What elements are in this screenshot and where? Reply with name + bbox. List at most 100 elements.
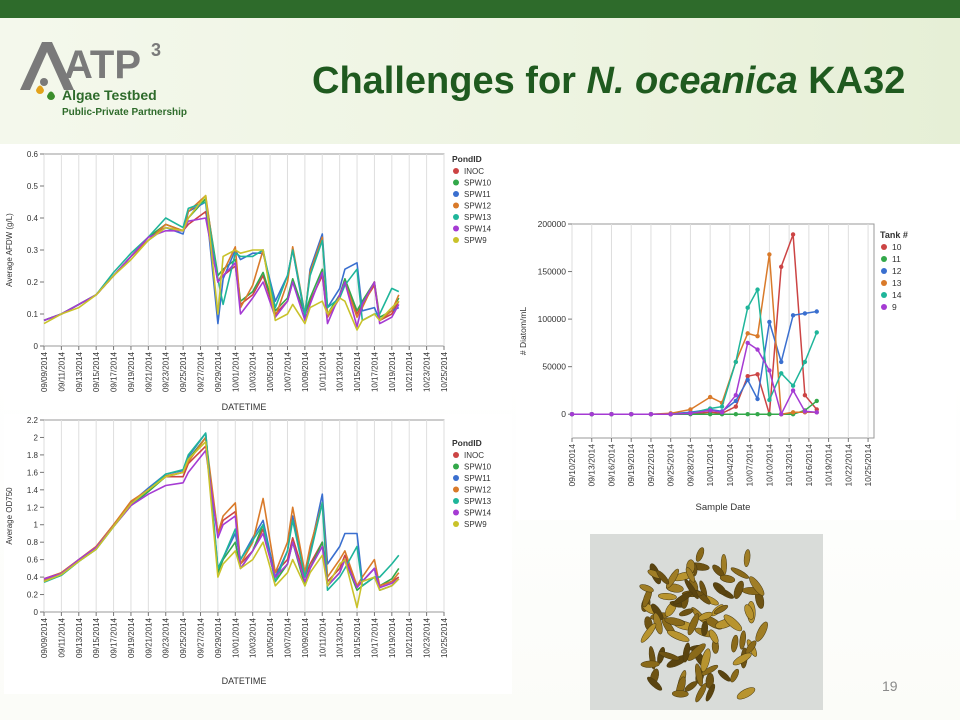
y-axis-title: # Diatom/mL [518, 307, 528, 355]
x-tick-label: 10/09/2014 [301, 351, 310, 392]
x-axis-title: Sample Date [696, 502, 751, 513]
legend-title: PondID [452, 154, 482, 164]
data-point [755, 372, 760, 377]
data-point [707, 412, 713, 417]
x-tick-label: 10/05/2014 [266, 617, 275, 658]
y-tick-label: 1.8 [27, 451, 39, 460]
x-tick-label: 09/27/2014 [197, 351, 206, 392]
legend-title: PondID [452, 438, 482, 448]
diatom-microscope-photo [590, 534, 823, 710]
x-tick-label: 09/19/2014 [127, 617, 136, 658]
data-point [733, 398, 739, 404]
x-tick-label: 10/25/2014 [440, 617, 449, 658]
x-tick-label: 10/11/2014 [318, 351, 327, 391]
data-point [790, 383, 796, 388]
data-point [755, 396, 760, 402]
data-point [668, 412, 673, 417]
x-tick-label: 10/19/2014 [824, 444, 834, 487]
diatom-count-line-chart: 0 50000 100000 150000 200000 09/10/2014 09/13/… [516, 214, 956, 520]
diatom-cell [671, 690, 689, 698]
legend-title: Tank # [880, 230, 908, 240]
y-tick-label: 50000 [542, 362, 566, 372]
x-tick-label: 10/01/2014 [231, 351, 240, 392]
legend-label: 11 [892, 254, 901, 264]
x-tick-label: 09/17/2014 [110, 351, 119, 392]
legend-swatch [453, 214, 459, 220]
data-point [814, 309, 819, 314]
x-tick-label: 09/23/2014 [162, 351, 171, 392]
data-point [779, 264, 784, 269]
diatom-cell [739, 630, 746, 650]
top-accent-bar [0, 0, 960, 18]
diatom-cell [658, 651, 680, 661]
diatom-cell [665, 568, 680, 589]
diatom-cell [755, 621, 768, 642]
legend-swatch [453, 168, 459, 174]
x-tick-label: 10/15/2014 [353, 617, 362, 658]
legend-swatch [453, 225, 459, 232]
x-tick-label: 10/07/2014 [745, 444, 755, 487]
data-point [779, 412, 784, 417]
x-tick-label: 10/04/2014 [725, 444, 735, 487]
x-tick-label: 10/21/2014 [405, 617, 414, 658]
data-point [790, 313, 796, 318]
y-axis-title: Average OD750 [5, 487, 14, 545]
diatom-cell [713, 604, 729, 615]
diatom-cell [664, 617, 686, 626]
data-point [767, 397, 772, 403]
legend-swatch [881, 268, 887, 274]
series-line-SPW9 [43, 194, 400, 331]
x-tick-label: 09/23/2014 [162, 617, 171, 658]
y-tick-label: 0.6 [27, 556, 39, 565]
legend-swatch [453, 463, 459, 470]
data-point [802, 393, 808, 398]
y-tick-label: 1.4 [27, 486, 39, 495]
x-tick-label: 09/13/2014 [587, 444, 597, 487]
legend-swatch [453, 498, 459, 504]
diatom-cell [640, 623, 657, 643]
x-tick-label: 09/10/2014 [567, 444, 577, 487]
data-point [755, 334, 760, 339]
y-tick-label: 0.2 [27, 591, 39, 600]
diatom-cell [717, 669, 731, 682]
data-point [814, 330, 819, 335]
data-point [609, 412, 614, 417]
x-tick-label: 10/13/2014 [336, 617, 345, 658]
x-tick-label: 09/09/2014 [40, 351, 49, 392]
data-point [733, 359, 739, 365]
data-point [755, 412, 760, 417]
data-point [767, 319, 772, 325]
data-point [648, 412, 654, 417]
x-tick-label: 10/07/2014 [283, 351, 292, 392]
logo-line1: Algae Testbed [62, 87, 157, 103]
od750-line-chart: 0 0.2 0.4 0.6 0.8 1 1.2 1.4 1.6 1.8 2 2.2 09/09/2014… [4, 414, 512, 694]
legend-label: SPW14 [464, 225, 492, 234]
logo-line2: Public-Private Partnership [62, 107, 187, 118]
data-point [745, 412, 750, 417]
diatom-cell [723, 614, 743, 632]
legend-label: SPW9 [464, 236, 487, 245]
x-tick-label: 10/16/2014 [804, 444, 814, 487]
data-point [733, 412, 739, 417]
legend-label: 14 [892, 290, 902, 300]
y-tick-label: 0 [34, 342, 39, 351]
x-tick-label: 09/21/2014 [144, 351, 153, 392]
legend-label: SPW12 [464, 202, 492, 211]
x-tick-label: 09/13/2014 [75, 351, 84, 392]
diatom-cell [687, 643, 706, 661]
data-point [569, 412, 575, 417]
x-tick-label: 09/25/2014 [179, 351, 188, 392]
x-tick-label: 10/03/2014 [249, 617, 258, 658]
diatom-cell [656, 570, 670, 585]
x-tick-label: 09/21/2014 [144, 617, 153, 658]
x-tick-label: 10/15/2014 [353, 351, 362, 392]
legend-swatch [881, 244, 887, 250]
y-tick-label: 0.4 [27, 214, 39, 223]
data-point [745, 305, 750, 310]
diatom-cell [657, 593, 677, 601]
data-point [745, 331, 750, 336]
legend-label: SPW12 [464, 486, 492, 495]
y-tick-label: 1 [34, 521, 39, 530]
diatom-cell [730, 567, 750, 579]
x-tick-label: 10/09/2014 [301, 617, 310, 658]
